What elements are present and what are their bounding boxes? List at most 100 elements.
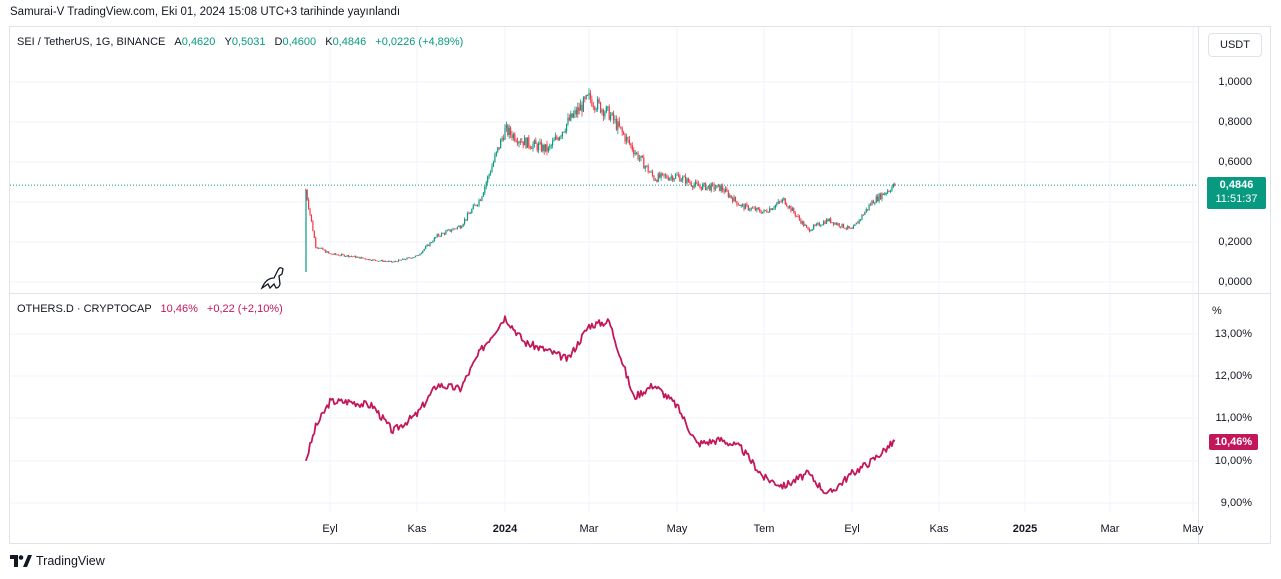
bar-countdown: 11:51:37 — [1215, 193, 1258, 205]
candle-body — [464, 219, 466, 224]
candle-body — [682, 176, 684, 181]
candle-body — [634, 153, 636, 155]
candle-body — [588, 92, 590, 96]
candle-body — [854, 224, 856, 226]
candle-body — [742, 204, 744, 206]
candle-body — [653, 175, 655, 181]
candle-body — [757, 207, 759, 209]
candle-body — [442, 233, 444, 234]
high-value: 0,5031 — [231, 36, 266, 48]
candle-body — [628, 139, 630, 144]
indicator-legend[interactable]: OTHERS.D · CRYPTOCAP 10,46% +0,22 (+2,10… — [17, 303, 283, 315]
candle-body — [848, 226, 850, 228]
candle-body — [592, 106, 594, 107]
candle-body — [601, 109, 603, 113]
candle-body — [407, 257, 410, 259]
candle-body — [343, 254, 345, 257]
candle-body — [330, 253, 333, 255]
candle-body — [636, 152, 638, 154]
candle-body — [659, 173, 661, 178]
symbol-title[interactable]: SEI / TetherUS, 1G, BINANCE — [17, 36, 166, 48]
candle-body — [712, 183, 714, 185]
candle-body — [764, 210, 767, 211]
candle-body — [713, 184, 715, 190]
dino-marker-path — [260, 267, 284, 290]
candle-body — [494, 155, 496, 163]
tradingview-logo[interactable]: TradingView — [10, 554, 105, 568]
candle-body — [835, 222, 837, 225]
candle-body — [536, 143, 538, 151]
candle-body — [740, 204, 742, 206]
candle-body — [560, 135, 562, 138]
candle-body — [769, 208, 771, 213]
candle-body — [549, 145, 551, 148]
candle-body — [686, 178, 688, 184]
candle-body — [584, 97, 586, 99]
candle-body — [313, 231, 315, 238]
pane-separator[interactable] — [10, 293, 1270, 294]
x-tick: Mar — [579, 523, 599, 535]
indicator-title[interactable]: OTHERS.D · CRYPTOCAP — [17, 303, 152, 315]
candle-body — [739, 205, 741, 206]
candle-body — [563, 131, 565, 133]
candle-body — [406, 257, 408, 260]
candle-body — [604, 112, 606, 117]
candle-body — [862, 214, 865, 216]
x-tick: Kas — [407, 523, 427, 535]
main-series-legend[interactable]: SEI / TetherUS, 1G, BINANCE A0,4620 Y0,5… — [17, 36, 463, 48]
candle-body — [684, 176, 687, 184]
x-tick: 2024 — [492, 523, 518, 535]
candle-body — [624, 134, 626, 142]
candle-body — [660, 173, 662, 178]
candle-body — [557, 138, 559, 141]
candle-body — [869, 204, 872, 206]
candle-body — [790, 206, 792, 211]
candle-body — [646, 165, 648, 167]
open-label: A — [174, 36, 182, 48]
candle-body — [832, 222, 835, 225]
y-tick: 0,2000 — [1218, 236, 1252, 248]
candle-body — [432, 241, 434, 243]
candle-body — [676, 174, 678, 176]
candle-body — [362, 257, 364, 259]
candle-body — [749, 209, 751, 211]
candle-body — [648, 171, 651, 173]
candle-body — [720, 185, 722, 191]
candle-body — [469, 213, 471, 214]
candle-body — [661, 173, 664, 175]
percent-unit-button[interactable]: % — [1208, 299, 1238, 323]
y-tick: 0,6000 — [1218, 156, 1252, 168]
candle-body — [545, 144, 547, 152]
candle-body — [810, 230, 812, 232]
candle-body — [644, 166, 646, 169]
candle-body — [485, 182, 487, 187]
candle-body — [366, 259, 368, 261]
candle-body — [570, 113, 572, 121]
candle-body — [410, 257, 412, 259]
candle-body — [761, 211, 764, 214]
currency-unit-button[interactable]: USDT — [1208, 33, 1262, 57]
indicator-value: 10,46% — [160, 303, 198, 315]
candle-body — [817, 223, 819, 224]
candle-body — [521, 141, 523, 143]
candle-body — [383, 261, 385, 262]
candle-body — [539, 142, 541, 144]
candle-body — [582, 97, 584, 112]
candle-body — [517, 141, 519, 144]
candle-body — [552, 141, 554, 146]
chart-frame — [9, 26, 1271, 544]
candle-body — [692, 185, 694, 188]
candle-body — [497, 147, 499, 152]
candle-body — [481, 196, 483, 201]
candle-body — [345, 256, 347, 257]
candle-body — [479, 199, 482, 201]
candle-body — [794, 212, 796, 216]
candle-body — [727, 191, 729, 197]
candle-body — [507, 125, 509, 135]
candle-body — [840, 226, 842, 228]
candle-body — [360, 257, 362, 259]
candle-body — [696, 181, 698, 184]
y-tick: 11,00% — [1215, 412, 1253, 424]
candle-body — [638, 158, 641, 160]
